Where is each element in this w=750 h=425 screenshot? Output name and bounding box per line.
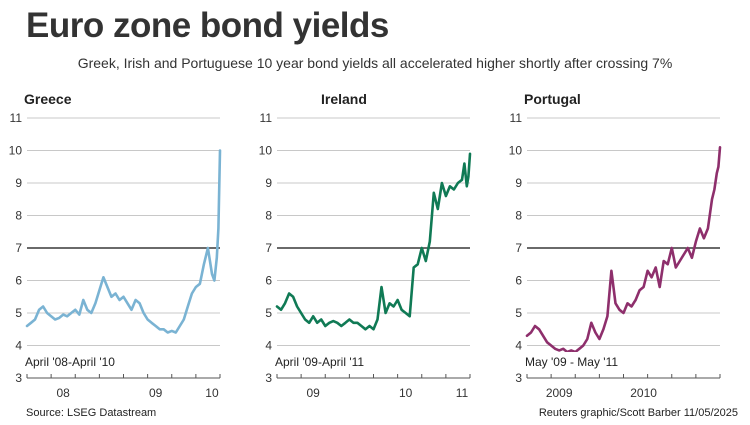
- y-tick-label: 7: [15, 241, 22, 255]
- period-note: April '08-April '10: [25, 355, 115, 369]
- x-tick-label: 11: [456, 386, 469, 400]
- y-tick-label: 9: [15, 176, 22, 190]
- y-tick-label: 11: [260, 111, 273, 125]
- y-tick-label: 11: [510, 111, 523, 125]
- x-tick-label: 10: [205, 386, 219, 400]
- y-tick-label: 5: [265, 306, 272, 320]
- y-tick-label: 3: [15, 371, 22, 385]
- x-tick-label: 08: [57, 386, 71, 400]
- y-tick-label: 10: [509, 144, 523, 158]
- chart-panel-2: Portugal 3 4 5 6 7 8 9 10 11 2009 2010 May '09 - May…: [509, 91, 722, 400]
- chart-panel-0: Greece 3 4 5 6 7 8 9 10 11 08 09 10 April '08-April '…: [9, 91, 222, 400]
- y-tick-label: 7: [515, 241, 522, 255]
- y-tick-label: 4: [265, 339, 272, 353]
- y-tick-label: 8: [265, 209, 272, 223]
- x-tick-label: 09: [149, 386, 163, 400]
- y-tick-label: 9: [515, 176, 522, 190]
- chart-panel-1: Ireland 3 4 5 6 7 8 9 10 11 09 10 11 April '09-April …: [259, 91, 472, 400]
- page-subtitle: Greek, Irish and Portuguese 10 year bond…: [77, 55, 673, 71]
- x-tick-label: 09: [307, 386, 321, 400]
- series-line-ireland: [275, 152, 472, 331]
- series-line-portugal: [525, 146, 722, 354]
- period-note-bg: [24, 352, 121, 369]
- x-tick-label: 2009: [546, 386, 573, 400]
- y-tick-label: 4: [15, 339, 22, 353]
- y-tick-label: 5: [515, 306, 522, 320]
- period-note: May '09 - May '11: [525, 355, 618, 369]
- y-tick-label: 6: [15, 274, 22, 288]
- y-tick-label: 5: [15, 306, 22, 320]
- y-tick-label: 6: [265, 274, 272, 288]
- x-tick-label: 2010: [630, 386, 657, 400]
- y-tick-label: 4: [515, 339, 522, 353]
- page-title: Euro zone bond yields: [26, 6, 389, 45]
- y-tick-label: 3: [515, 371, 522, 385]
- x-tick-label: 10: [399, 386, 413, 400]
- chart-title: Portugal: [524, 91, 581, 107]
- y-tick-label: 6: [515, 274, 522, 288]
- chart-title: Ireland: [321, 91, 367, 107]
- y-tick-label: 10: [259, 144, 273, 158]
- y-tick-label: 8: [15, 209, 22, 223]
- y-tick-label: 10: [9, 144, 23, 158]
- period-note-bg: [274, 352, 370, 369]
- y-tick-label: 9: [265, 176, 272, 190]
- y-tick-label: 11: [10, 111, 23, 125]
- period-note: April '09-April '11: [275, 355, 364, 369]
- y-tick-label: 3: [265, 371, 272, 385]
- y-tick-label: 7: [265, 241, 272, 255]
- source-note: Source: LSEG Datastream: [26, 407, 157, 419]
- y-tick-label: 8: [515, 209, 522, 223]
- period-note-bg: [524, 352, 624, 369]
- chart-title: Greece: [24, 91, 72, 107]
- series-line-greece: [25, 149, 222, 334]
- credit-note: Reuters graphic/Scott Barber 11/05/2025: [538, 407, 738, 419]
